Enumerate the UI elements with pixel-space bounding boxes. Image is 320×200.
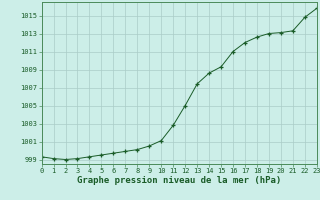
X-axis label: Graphe pression niveau de la mer (hPa): Graphe pression niveau de la mer (hPa) [77, 176, 281, 185]
